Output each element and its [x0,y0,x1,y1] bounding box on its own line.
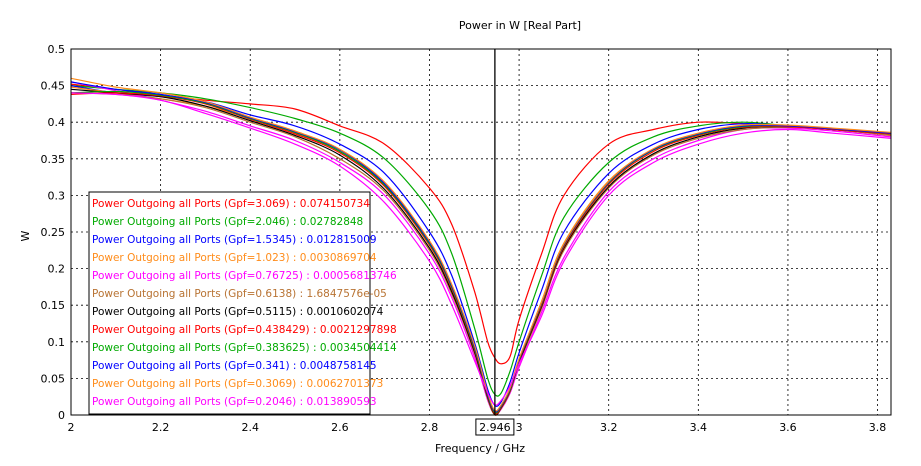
legend-entry: Power Outgoing all Ports (Gpf=0.341) : 0… [92,360,377,372]
x-tick-label: 3.4 [690,421,708,434]
legend-entry: Power Outgoing all Ports (Gpf=0.6138) : … [92,288,387,300]
x-axis-label: Frequency / GHz [435,442,525,455]
legend-entry: Power Outgoing all Ports (Gpf=1.023) : 0… [92,252,377,264]
chart-title: Power in W [Real Part] [459,19,581,32]
y-tick-label: 0 [58,409,65,422]
legend-entry: Power Outgoing all Ports (Gpf=0.383625) … [92,342,397,354]
x-tick-label: 3.8 [869,421,887,434]
legend-box [88,191,371,415]
legend-entry: Power Outgoing all Ports (Gpf=2.046) : 0… [92,216,363,228]
y-tick-label: 0.3 [48,189,66,202]
legend-entry: Power Outgoing all Ports (Gpf=0.2046) : … [92,396,377,408]
y-tick-label: 0.35 [41,153,66,166]
legend-entry: Power Outgoing all Ports (Gpf=3.069) : 0… [92,198,370,210]
x-tick-label: 2 [68,421,75,434]
legend-entry: Power Outgoing all Ports (Gpf=0.438429) … [92,324,397,336]
x-tick-label: 2.2 [152,421,170,434]
marker-label-box[interactable] [475,418,515,436]
y-tick-label: 0.45 [41,80,66,93]
x-tick-label: 3.2 [600,421,618,434]
plot-frame [70,48,892,416]
y-tick-label: 0.5 [48,43,66,56]
legend-entry: Power Outgoing all Ports (Gpf=0.5115) : … [92,306,384,318]
frequency-marker[interactable]: 2.946 [475,49,515,436]
y-tick-label: 0.4 [48,116,66,129]
x-tick-label: 3 [516,421,523,434]
x-tick-label: 2.6 [331,421,349,434]
marker-label: 2.946 [479,421,511,434]
y-tick-label: 0.1 [48,336,66,349]
x-tick-label: 2.4 [241,421,259,434]
y-tick-label: 0.05 [41,372,66,385]
legend-entry: Power Outgoing all Ports (Gpf=1.5345) : … [92,234,377,246]
axis-ticks: 0 0.05 0.1 0.15 0.2 0.25 0.3 0.35 0.4 0.45 0.5 2 2.2… [41,43,887,434]
legend: Power Outgoing all Ports (Gpf=3.069) : 0… [88,191,397,415]
y-tick-label: 0.15 [41,299,66,312]
legend-entry: Power Outgoing all Ports (Gpf=0.76725) :… [92,270,397,282]
legend-entry: Power Outgoing all Ports (Gpf=0.3069) : … [92,378,383,390]
x-tick-label: 2.8 [421,421,439,434]
y-tick-label: 0.2 [48,263,66,276]
y-tick-label: 0.25 [41,226,66,239]
y-axis-label: W [19,230,32,241]
x-tick-label: 3.6 [779,421,797,434]
